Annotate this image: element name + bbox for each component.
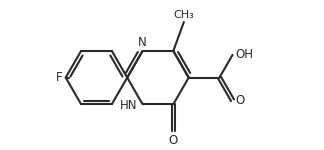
Text: N: N [137,36,146,49]
Text: CH₃: CH₃ [173,10,194,20]
Text: OH: OH [235,48,253,61]
Text: F: F [56,71,63,84]
Text: O: O [169,134,178,147]
Text: HN: HN [120,99,138,111]
Text: O: O [235,94,244,107]
